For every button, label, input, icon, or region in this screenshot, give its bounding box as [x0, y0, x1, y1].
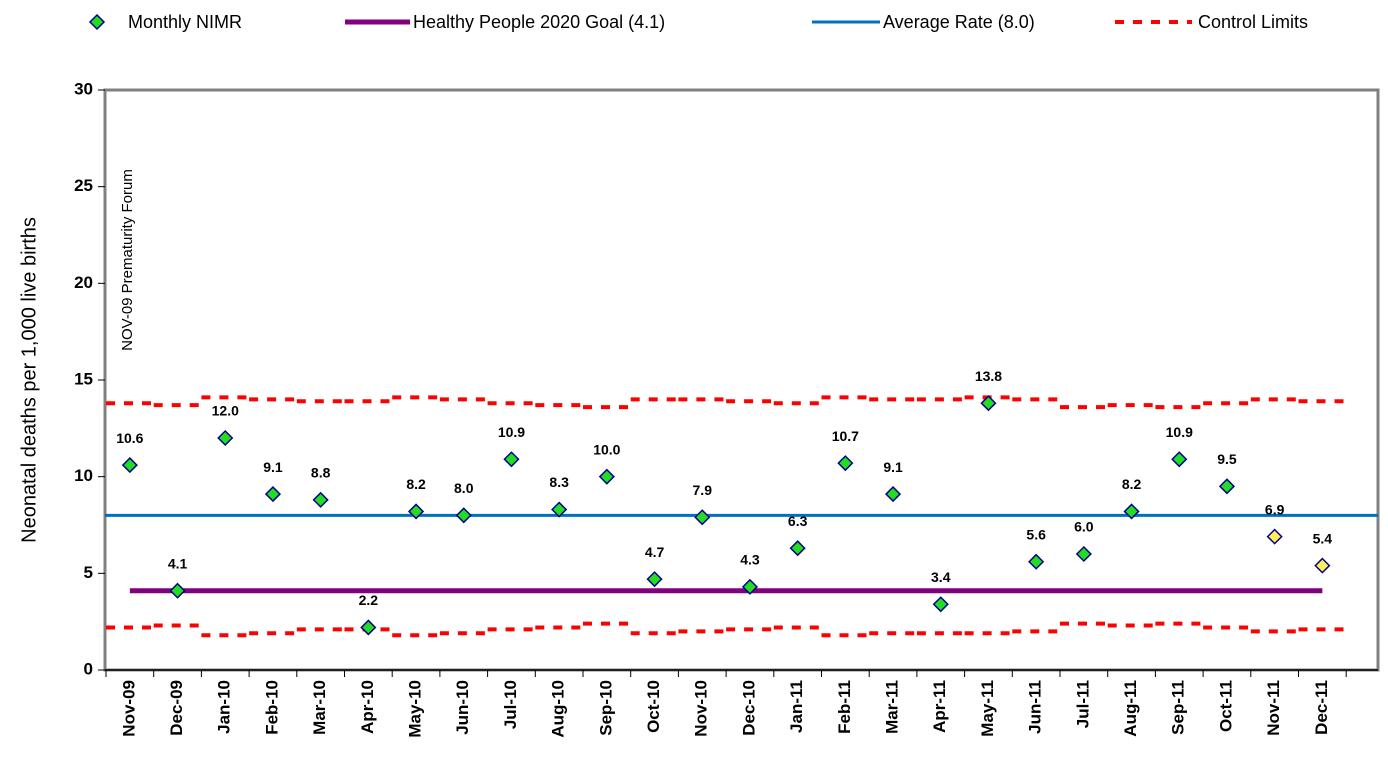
- data-label: 12.0: [212, 403, 239, 419]
- data-point: [121, 457, 138, 474]
- data-point: [741, 578, 759, 595]
- x-tick-label: Nov-11: [1264, 680, 1283, 736]
- data-label: 4.1: [168, 555, 188, 571]
- data-label: 9.1: [263, 459, 283, 475]
- y-tick-label: 25: [74, 176, 93, 195]
- x-tick-label: Aug-10: [549, 680, 568, 738]
- legend-label: Monthly NIMR: [128, 12, 242, 32]
- x-tick-label: Jul-10: [501, 680, 520, 729]
- data-label: 10.0: [593, 441, 620, 457]
- data-point: [551, 501, 568, 518]
- x-tick-label: Jun-11: [1026, 680, 1045, 734]
- data-point: [1266, 528, 1283, 545]
- x-tick-label: Aug-11: [1121, 680, 1140, 737]
- legend-marker: [88, 13, 106, 31]
- x-tick-label: Nov-10: [692, 680, 711, 737]
- x-tick-label: May-10: [406, 680, 425, 738]
- data-point: [932, 596, 949, 613]
- data-point: [789, 540, 806, 557]
- data-label: 10.6: [116, 430, 143, 446]
- legend-label: Healthy People 2020 Goal (4.1): [413, 12, 665, 32]
- data-point: [455, 507, 472, 524]
- x-tick-label: Jul-11: [1073, 680, 1092, 728]
- data-point: [1218, 478, 1236, 495]
- data-label: 6.0: [1074, 519, 1094, 535]
- x-tick-label: Mar-10: [310, 680, 329, 735]
- data-point: [264, 486, 282, 503]
- x-tick-label: Oct-10: [644, 680, 663, 733]
- x-tick-label: Sep-11: [1169, 680, 1188, 735]
- data-label: 2.2: [359, 592, 379, 608]
- y-axis-label: Neonatal deaths per 1,000 live births: [18, 217, 40, 543]
- x-tick-label: Apr-10: [358, 680, 377, 734]
- x-tick-label: Jun-10: [453, 680, 472, 735]
- data-point: [312, 491, 329, 508]
- data-point: [169, 582, 186, 599]
- x-tick-label: Mar-11: [883, 680, 902, 734]
- y-tick-label: 20: [74, 273, 93, 292]
- data-label: 10.9: [1166, 424, 1193, 440]
- x-tick-label: Sep-10: [596, 680, 615, 736]
- data-label: 5.4: [1313, 530, 1333, 546]
- data-point: [360, 619, 377, 636]
- x-tick-label: Apr-11: [930, 680, 949, 733]
- data-label: 6.3: [788, 513, 808, 529]
- data-point: [407, 503, 425, 520]
- data-label: 10.7: [832, 428, 859, 444]
- data-label: 8.8: [311, 465, 331, 481]
- data-point: [1075, 545, 1092, 563]
- data-label: 9.1: [883, 459, 903, 475]
- x-tick-label: Dec-11: [1312, 680, 1331, 735]
- data-point: [217, 429, 234, 447]
- data-label: 8.2: [1122, 476, 1142, 492]
- data-point: [884, 486, 902, 503]
- legend-label: Average Rate (8.0): [883, 12, 1035, 32]
- x-tick-label: Feb-10: [262, 680, 281, 735]
- data-point: [646, 571, 663, 588]
- data-point: [503, 451, 520, 468]
- data-point: [598, 468, 615, 485]
- y-tick-label: 30: [74, 79, 93, 98]
- x-tick-label: Nov-09: [119, 680, 138, 737]
- y-tick-label: 0: [84, 659, 93, 678]
- data-label: 8.0: [454, 480, 474, 496]
- data-label: 9.5: [1217, 451, 1237, 467]
- legend-label: Control Limits: [1198, 12, 1308, 32]
- data-label: 10.9: [498, 424, 525, 440]
- y-tick-label: 15: [74, 369, 93, 388]
- data-label: 8.3: [549, 474, 569, 490]
- x-tick-label: Jan-11: [787, 680, 806, 733]
- data-point: [1171, 451, 1188, 468]
- x-tick-label: Dec-10: [739, 680, 758, 736]
- data-point: [1028, 553, 1045, 570]
- x-tick-label: Jan-10: [215, 680, 234, 734]
- data-label: 5.6: [1026, 526, 1046, 542]
- data-point: [694, 509, 711, 526]
- data-point: [837, 455, 854, 472]
- annotation: NOV-09 Prematurity Forum: [119, 169, 136, 351]
- data-label: 4.7: [645, 544, 665, 560]
- data-point: [1314, 557, 1331, 574]
- data-label: 4.3: [740, 552, 760, 568]
- data-point: [1123, 503, 1140, 520]
- data-point: [980, 395, 997, 412]
- data-label: 3.4: [931, 569, 951, 585]
- data-label: 8.2: [406, 476, 426, 492]
- x-tick-label: Oct-11: [1216, 680, 1235, 732]
- data-label: 13.8: [975, 368, 1002, 384]
- x-tick-label: Feb-11: [835, 680, 854, 734]
- data-label: 7.9: [693, 482, 713, 498]
- y-tick-label: 5: [84, 563, 93, 582]
- x-tick-label: Dec-09: [167, 680, 186, 736]
- data-label: 6.9: [1265, 501, 1285, 517]
- x-tick-label: May-11: [978, 680, 997, 737]
- y-tick-label: 10: [74, 466, 93, 485]
